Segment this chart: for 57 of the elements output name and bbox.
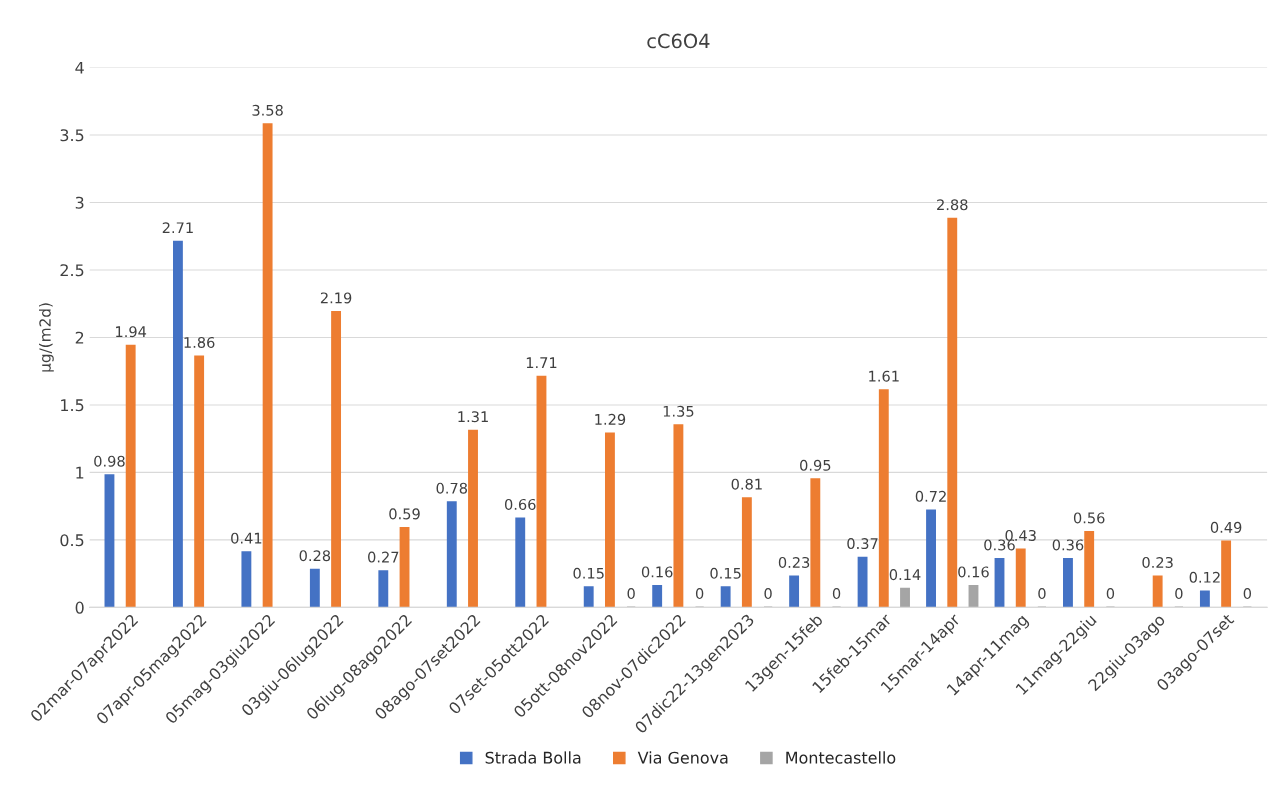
data-label: 0.15	[573, 567, 604, 579]
data-label: 0	[695, 588, 704, 600]
data-label: 0.15	[710, 567, 741, 579]
data-label: 0.95	[800, 459, 831, 471]
data-label: 0.81	[731, 478, 762, 490]
data-label: 0.14	[889, 569, 921, 581]
data-label: 0.16	[958, 566, 989, 578]
data-label: 0	[1038, 588, 1046, 600]
data-label: 0.49	[1210, 521, 1242, 533]
data-label: 0.37	[847, 538, 878, 550]
data-label: 2.19	[320, 292, 352, 304]
data-label: 0.41	[231, 532, 262, 544]
legend-label: Montecastello	[786, 751, 896, 764]
y-tick-label: 1.5	[61, 399, 84, 412]
data-label: 0.28	[299, 550, 331, 562]
data-label: 1.94	[116, 326, 147, 338]
data-label: 0.27	[368, 551, 399, 563]
data-label: 1.35	[663, 405, 694, 417]
data-label: 0	[627, 588, 635, 600]
data-label: 0	[1243, 588, 1252, 600]
data-label: 0	[764, 588, 772, 600]
data-label: 3.58	[252, 104, 283, 116]
data-label: 0.23	[1142, 556, 1173, 568]
y-tick-label: 2	[75, 331, 84, 344]
data-label: 0	[832, 588, 841, 600]
y-tick-label: 2.5	[60, 264, 84, 277]
y-tick-label: 4	[75, 61, 84, 74]
y-tick-label: 1	[76, 466, 84, 479]
data-label: 0	[1175, 588, 1183, 600]
y-tick-label: 3.5	[60, 129, 84, 142]
data-label: 0.98	[94, 455, 125, 467]
data-label: 0.36	[1052, 539, 1084, 551]
data-label: 0.78	[436, 482, 468, 494]
data-label: 1.29	[595, 413, 626, 425]
data-label: 1.61	[869, 370, 899, 382]
data-label: 0	[1106, 588, 1115, 600]
y-tick-label: 0	[75, 601, 84, 614]
data-label: 0.56	[1073, 512, 1105, 524]
data-label: 2.88	[937, 199, 968, 211]
data-label: 0.16	[641, 566, 673, 578]
data-label: 1.86	[184, 336, 215, 348]
data-label: 0.12	[1189, 571, 1220, 583]
data-label: 0.36	[984, 539, 1015, 551]
data-label: 1.31	[458, 411, 488, 423]
y-tick-label: 0.5	[60, 534, 84, 547]
data-label: 0.59	[389, 508, 420, 520]
data-label: 0.23	[778, 556, 810, 568]
data-label: 1.71	[526, 357, 557, 369]
y-tick-label: 3	[75, 196, 84, 209]
data-label: 0.66	[504, 498, 536, 510]
legend-label: Strada Bolla	[485, 751, 581, 764]
data-label: 2.71	[162, 222, 193, 234]
chart-title: cC6O4	[647, 33, 710, 49]
data-label: 0.43	[1005, 529, 1036, 541]
data-label: 0.72	[915, 490, 946, 502]
legend-label: Via Genova	[637, 751, 728, 764]
y-axis-title: µg/(m2d)	[39, 303, 54, 372]
